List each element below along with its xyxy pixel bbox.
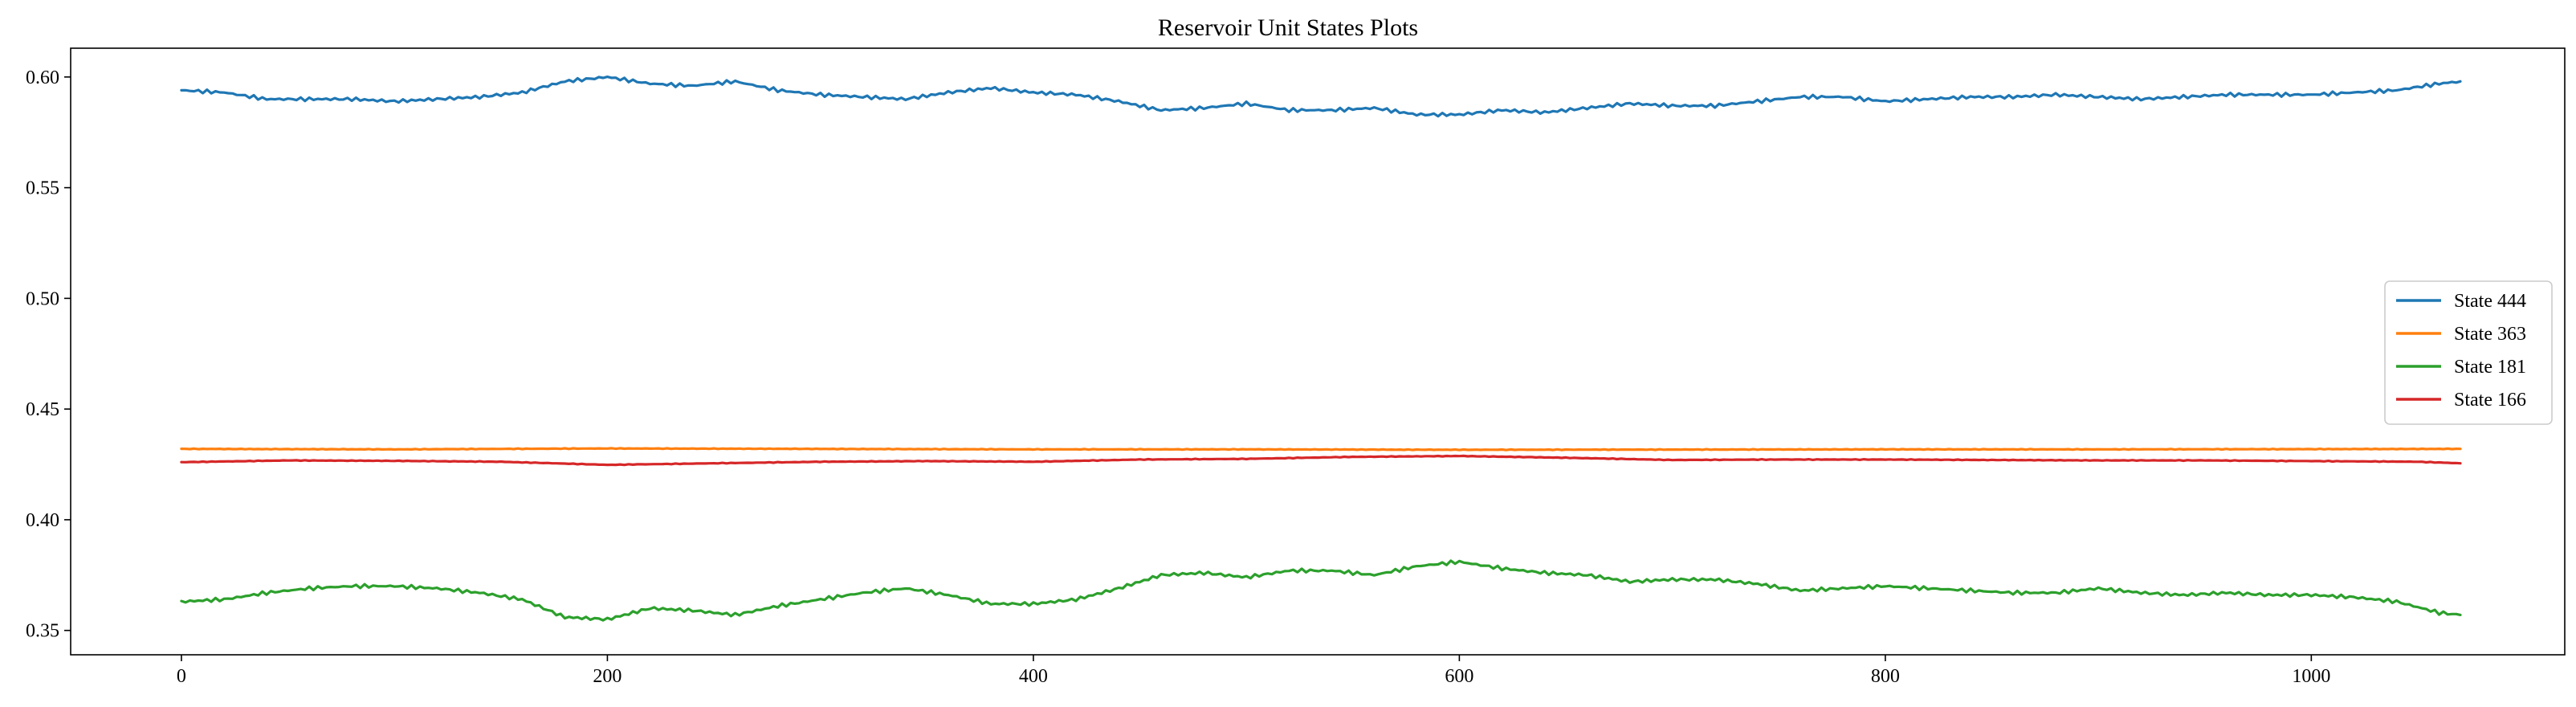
legend-box bbox=[2384, 280, 2553, 425]
y-tick-label: 0.60 bbox=[26, 67, 59, 88]
axes-frame bbox=[70, 47, 2566, 656]
x-tick-label: 1000 bbox=[2292, 666, 2330, 687]
y-tick-label: 0.55 bbox=[26, 178, 59, 199]
legend-label: State 166 bbox=[2454, 390, 2526, 411]
series-line-state-363 bbox=[180, 447, 2462, 452]
legend-label: State 444 bbox=[2454, 291, 2526, 312]
series-line-state-181 bbox=[180, 559, 2462, 622]
legend: State 444 State 363 State 181 State 166 bbox=[2384, 280, 2553, 425]
y-tick-label: 0.45 bbox=[26, 399, 59, 420]
x-tick-label: 600 bbox=[1445, 666, 1473, 687]
y-tick-label: 0.35 bbox=[26, 621, 59, 642]
series-line-state-444 bbox=[180, 75, 2462, 118]
series-line-state-166 bbox=[180, 454, 2462, 467]
y-tick-label: 0.50 bbox=[26, 288, 59, 309]
legend-label: State 363 bbox=[2454, 324, 2526, 345]
legend-label: State 181 bbox=[2454, 357, 2526, 378]
x-tick-label: 0 bbox=[177, 666, 186, 687]
x-tick-label: 400 bbox=[1019, 666, 1048, 687]
axis-ticks: 0 200 400 600 800 1000 0.35 0.40 0.45 0.50 0.55 0.6… bbox=[26, 67, 2330, 687]
x-tick-label: 800 bbox=[1871, 666, 1900, 687]
y-tick-label: 0.40 bbox=[26, 510, 59, 531]
series-layer bbox=[180, 75, 2462, 622]
x-tick-label: 200 bbox=[593, 666, 622, 687]
chart-title: Reservoir Unit States Plots bbox=[1158, 14, 1418, 41]
